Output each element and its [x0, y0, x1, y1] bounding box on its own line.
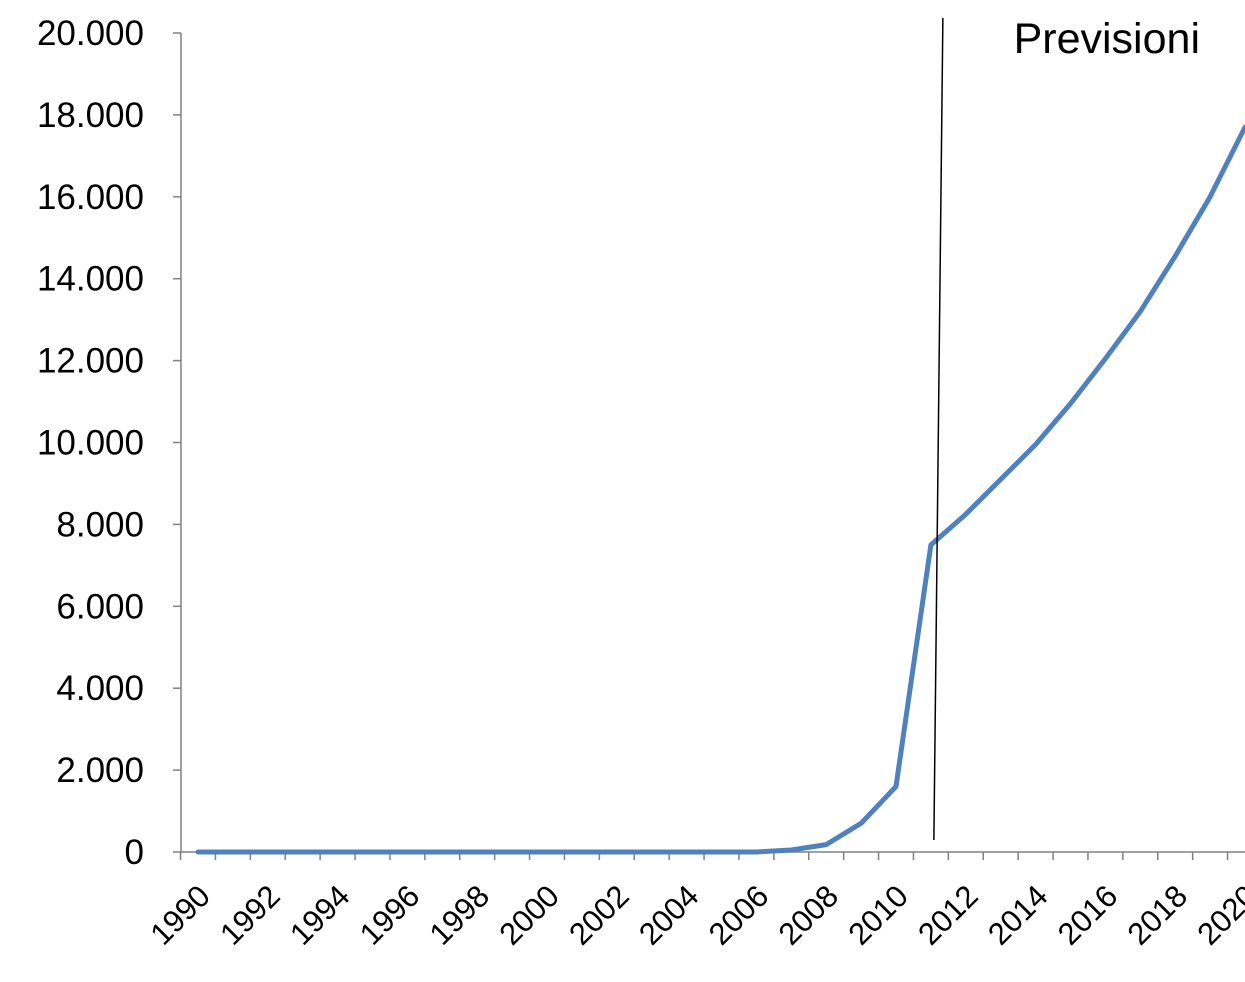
y-tick-label: 14.000 [37, 260, 144, 299]
y-tick-label: 16.000 [37, 178, 144, 217]
x-tick-label: 1996 [353, 878, 427, 952]
y-tick-label: 20.000 [37, 14, 144, 53]
x-tick-label: 2014 [981, 878, 1055, 952]
x-tick-label: 2012 [911, 878, 985, 952]
y-tick-label: 6.000 [56, 587, 144, 626]
x-tick-label: 2008 [772, 878, 846, 952]
y-tick-label: 4.000 [56, 669, 144, 708]
x-tick-label: 1998 [423, 878, 497, 952]
x-tick-label: 2018 [1121, 878, 1195, 952]
series-layer [198, 127, 1245, 852]
x-axis: 1990199219941996199820002002200420062008… [143, 852, 1245, 952]
x-tick-label: 2016 [1051, 878, 1125, 952]
x-tick-label: 2004 [632, 878, 706, 952]
forecast-label: Previsioni [1014, 15, 1200, 63]
x-tick-label: 1990 [143, 878, 217, 952]
y-tick-label: 8.000 [56, 505, 144, 544]
y-axis: 0 2.000 4.000 6.000 8.000 10.000 12.000 14.000 1… [37, 14, 181, 872]
annotation-layer: Previsioni [934, 15, 1200, 840]
y-tick-label: 12.000 [37, 342, 144, 381]
x-tick-label: 1992 [213, 878, 287, 952]
x-tick-label: 2002 [562, 878, 636, 952]
x-tick-label: 1994 [283, 878, 357, 952]
series-line [198, 127, 1245, 852]
x-tick-label: 2010 [841, 878, 915, 952]
forecast-divider-line [934, 18, 943, 840]
y-tick-label: 2.000 [56, 751, 144, 790]
x-tick-label: 2000 [492, 878, 566, 952]
x-tick-label: 2006 [702, 878, 776, 952]
x-tick-label: 2020 [1190, 878, 1245, 952]
y-tick-label: 0 [125, 833, 144, 872]
y-tick-label: 18.000 [37, 96, 144, 135]
y-tick-label: 10.000 [37, 424, 144, 463]
